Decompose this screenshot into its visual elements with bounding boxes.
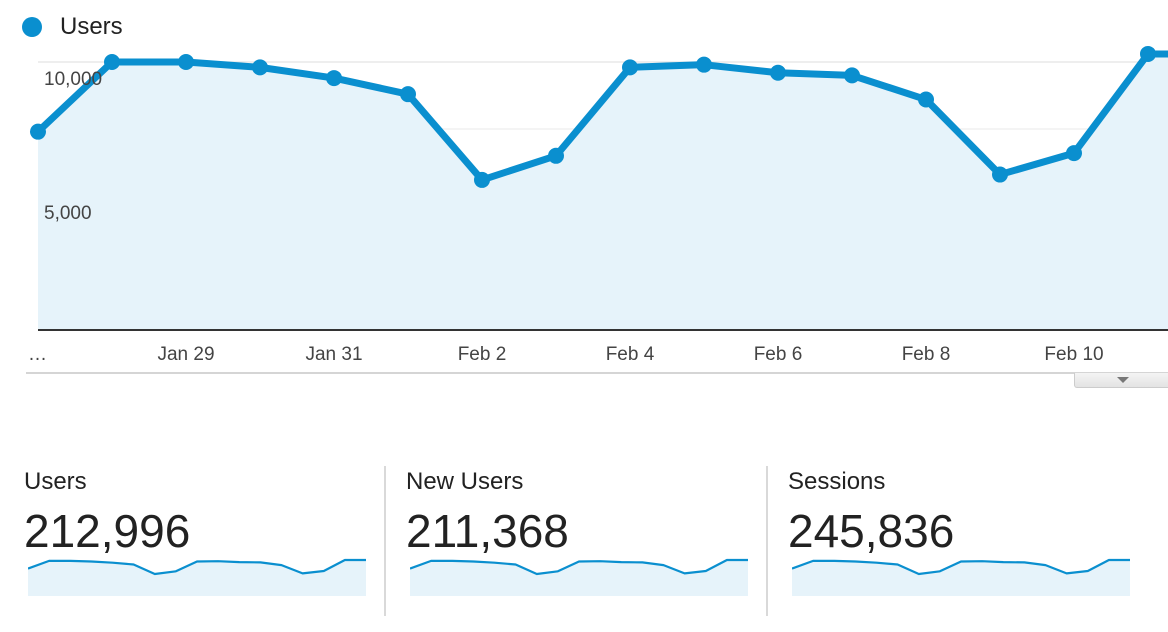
sparkline-chart (28, 558, 366, 596)
sparkline-chart (410, 558, 748, 596)
y-tick-label: 10,000 (44, 69, 102, 90)
data-point[interactable] (104, 54, 120, 70)
data-point[interactable] (178, 54, 194, 70)
data-point[interactable] (548, 147, 564, 164)
data-point[interactable] (770, 64, 786, 81)
users-line-chart: 10,000 5,000 … Jan 29 Jan 31 Feb 2 Feb 4 Feb 6 F… (28, 45, 1168, 365)
data-point[interactable] (474, 171, 490, 188)
series-area-users (38, 53, 1168, 330)
sparkline-line (28, 558, 366, 576)
x-tick-label: Jan 29 (157, 344, 214, 365)
metric-label: Users (24, 468, 87, 495)
chevron-down-icon (1117, 377, 1129, 383)
sparkline-line (410, 558, 748, 576)
metric-divider (766, 466, 768, 616)
sparkline-area (792, 560, 1130, 596)
sparkline-chart (792, 558, 1130, 596)
x-tick-label: Feb 4 (606, 344, 655, 365)
metric-label: Sessions (788, 468, 886, 495)
x-tick-label: Feb 2 (458, 344, 507, 365)
legend-label: Users (60, 13, 123, 40)
sparkline-area (28, 560, 366, 596)
sparkline-line (792, 558, 1130, 576)
sparkline-area (410, 560, 748, 596)
data-point[interactable] (992, 166, 1008, 183)
data-point[interactable] (844, 67, 860, 84)
x-tick-label: Feb 10 (1044, 344, 1103, 365)
chart-series-group (30, 45, 1168, 330)
x-tick-label: Jan 31 (305, 344, 362, 365)
data-point[interactable] (400, 86, 416, 103)
data-point[interactable] (1140, 45, 1156, 62)
data-point[interactable] (622, 59, 638, 76)
x-tick-label: Feb 6 (754, 344, 803, 365)
data-point[interactable] (326, 70, 342, 87)
data-point[interactable] (918, 91, 934, 108)
data-point[interactable] (1066, 145, 1082, 162)
metric-sessions[interactable]: Sessions 245,836 (788, 462, 1168, 616)
data-point[interactable] (252, 59, 268, 76)
data-point[interactable] (30, 123, 46, 140)
metric-value: 212,996 (24, 505, 191, 557)
metric-value: 211,368 (406, 505, 569, 557)
metric-label: New Users (406, 468, 524, 495)
x-tick-label: … (28, 344, 47, 365)
metric-divider (384, 466, 386, 616)
chart-legend-users[interactable]: Users (22, 12, 123, 42)
y-tick-label: 5,000 (44, 203, 92, 224)
data-point[interactable] (696, 56, 712, 73)
metric-scorecards: Users 212,996 New Users 211,368 Sessions… (0, 462, 1168, 622)
metric-users[interactable]: Users 212,996 (24, 462, 404, 616)
legend-dot-icon (22, 17, 42, 37)
chart-bottom-divider (26, 372, 1168, 374)
chart-toggle-tab[interactable] (1074, 373, 1168, 388)
x-tick-label: Feb 8 (902, 344, 951, 365)
metric-value: 245,836 (788, 505, 955, 557)
metric-new-users[interactable]: New Users 211,368 (406, 462, 786, 616)
